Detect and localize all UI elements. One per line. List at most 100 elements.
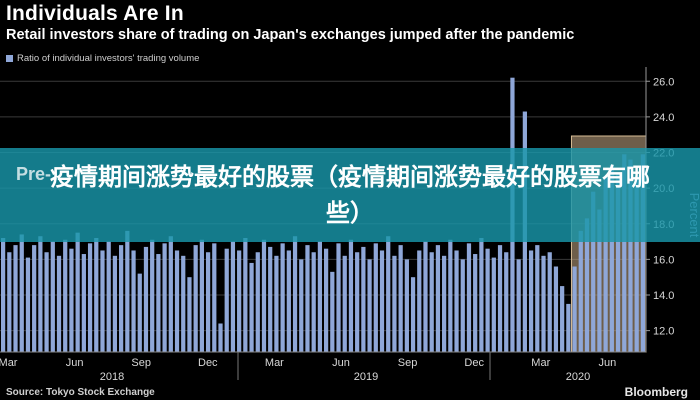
bar [628,159,633,352]
bar [56,255,62,352]
bar-series [0,77,646,352]
bar [150,239,155,352]
bar [75,232,80,352]
bar [348,239,354,352]
y-tick-label: 12.0 [653,326,674,338]
bar [87,243,93,352]
bar [417,250,422,352]
bar [63,239,68,352]
bar [634,175,639,352]
bar [323,248,329,352]
bar [435,245,441,352]
banner-title: 疫情期间涨势最好的股票（疫情期间涨势最好的股票有哪些） [50,163,650,227]
bar [305,245,310,352]
bar [292,236,298,352]
bar [330,271,335,352]
bar [603,177,608,352]
bar [280,243,285,352]
bar [255,252,260,352]
bar [355,252,360,352]
bar [69,248,74,352]
bar [224,248,229,352]
bar [342,255,347,352]
x-tick-label: Mar [0,357,18,369]
x-tick-label: Dec [464,357,484,369]
bar [398,245,403,352]
bar [174,250,180,352]
legend: Ratio of individual investors' trading v… [6,53,199,64]
bar [125,230,130,352]
bar [237,250,242,352]
bar [19,234,24,352]
bar [119,245,124,352]
bar [442,255,447,352]
legend-label: Ratio of individual investors' trading v… [17,53,200,64]
legend-swatch [6,55,13,62]
bar [38,236,43,352]
bar [100,250,105,352]
bar [379,250,385,352]
x-tick-label: Dec [198,357,218,369]
bar [566,303,571,352]
bar [423,241,428,352]
bar [460,259,465,352]
bar [497,245,503,352]
bar [137,273,142,352]
bar [410,277,416,352]
bar [7,252,12,352]
bar [336,243,341,352]
bar [32,245,37,352]
bar [286,250,291,352]
bar [44,252,49,352]
bar [25,257,31,352]
bar [466,243,472,352]
bar [516,259,521,352]
bloomberg-logo: Bloomberg [624,385,688,399]
bar [311,252,316,352]
bar [13,245,18,352]
bar [473,254,478,352]
x-tick-label: Jun [599,357,617,369]
x-tick-label: Mar [265,357,284,369]
bar [553,266,559,352]
y-tick-label: 14.0 [653,290,674,302]
bar [361,246,366,352]
bar [168,236,173,352]
bar [429,252,434,352]
y-tick-label: 24.0 [653,112,674,124]
bar [528,250,534,352]
bar [485,248,490,352]
bar [274,255,279,352]
bar [578,230,583,352]
bar [249,262,254,352]
bar [212,243,217,352]
bar [50,241,55,352]
bar [261,239,267,352]
bar [491,257,496,352]
bar [584,218,590,352]
bar [504,252,509,352]
x-tick-label: Mar [531,357,550,369]
bar [615,173,621,352]
bar [156,254,161,352]
bar [640,154,646,352]
bar [448,239,453,352]
bar [181,255,186,352]
bar [367,259,372,352]
overlay-banner[interactable]: 疫情期间涨势最好的股票（疫情期间涨势最好的股票有哪些） [0,148,700,242]
bar [535,245,540,352]
y-tick-label: 26.0 [653,76,674,88]
y-tick-label: 16.0 [653,254,674,266]
bar [591,191,596,352]
bar [386,236,391,352]
bar [218,323,223,352]
x-year-label: 2019 [354,371,378,383]
bar [112,255,118,352]
bar [541,255,546,352]
bar [162,243,167,352]
bar [560,286,565,352]
bar [205,252,211,352]
bar [373,243,378,352]
x-tick-label: Jun [66,357,84,369]
x-axis-ticks: Mar Jun Sep Dec Mar Jun Sep Dec Mar Jun 2018 2019 20… [0,352,616,383]
